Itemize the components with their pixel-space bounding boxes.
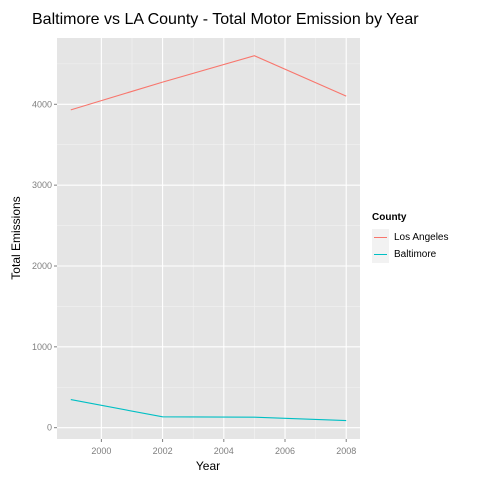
series-line-baltimore [70, 399, 347, 422]
y-tick-label: 3000 [32, 180, 52, 190]
x-tick-label: 2000 [91, 446, 111, 456]
legend-label-los-angeles: Los Angeles [394, 232, 449, 243]
legend-key-baltimore [372, 246, 389, 263]
legend-title: County [372, 212, 407, 223]
legend-key-los-angeles [372, 229, 389, 246]
legend-item-los-angeles: Los Angeles [372, 229, 449, 246]
y-tick-label: 4000 [32, 99, 52, 109]
x-axis: 2000 2002 2004 2006 2008 [91, 439, 356, 456]
grid-lines [57, 38, 360, 439]
x-tick-label: 2006 [275, 446, 295, 456]
x-tick-label: 2008 [336, 446, 356, 456]
plot-panel [57, 38, 360, 439]
y-axis: 0 1000 2000 3000 4000 [32, 99, 57, 433]
y-tick-label: 2000 [32, 261, 52, 271]
legend: County Los Angeles Baltimore [372, 212, 449, 263]
y-tick-label: 1000 [32, 342, 52, 352]
x-tick-label: 2004 [214, 446, 234, 456]
series-lines [70, 55, 347, 422]
y-tick-label: 0 [47, 423, 52, 433]
chart-title: Baltimore vs LA County - Total Motor Emi… [32, 11, 419, 28]
series-line-los-angeles [70, 55, 347, 111]
legend-item-baltimore: Baltimore [372, 246, 449, 263]
y-axis-label: Total Emissions [9, 196, 23, 279]
x-axis-label: Year [196, 459, 220, 473]
x-tick-label: 2002 [153, 446, 173, 456]
legend-label-baltimore: Baltimore [394, 249, 437, 260]
